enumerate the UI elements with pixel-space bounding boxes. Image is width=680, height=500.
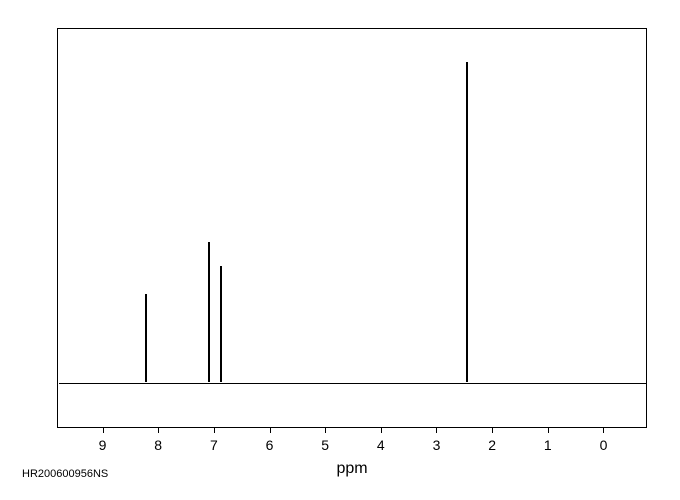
x-tick — [436, 427, 437, 433]
spectrum-peak — [220, 266, 222, 382]
x-tick-label: 3 — [433, 437, 441, 453]
x-tick — [603, 427, 604, 433]
x-tick — [214, 427, 215, 433]
nmr-chart-container: 9876543210 ppm HR200600956NS — [0, 0, 680, 500]
x-tick-label: 4 — [377, 437, 385, 453]
x-tick-label: 5 — [321, 437, 329, 453]
x-tick-label: 9 — [99, 437, 107, 453]
x-axis-label: ppm — [336, 460, 367, 478]
plot-area: 9876543210 — [57, 28, 647, 428]
baseline — [59, 383, 647, 384]
x-tick-label: 7 — [210, 437, 218, 453]
spectrum-peak — [466, 62, 468, 382]
x-tick — [548, 427, 549, 433]
x-tick — [270, 427, 271, 433]
x-tick-label: 6 — [266, 437, 274, 453]
x-tick-label: 2 — [488, 437, 496, 453]
x-tick — [158, 427, 159, 433]
x-tick — [325, 427, 326, 433]
spectrum-peak — [208, 242, 210, 382]
spectrum-peak — [145, 294, 147, 382]
x-tick — [103, 427, 104, 433]
x-tick — [492, 427, 493, 433]
x-tick-label: 1 — [544, 437, 552, 453]
x-tick-label: 0 — [600, 437, 608, 453]
x-tick — [381, 427, 382, 433]
x-tick-label: 8 — [154, 437, 162, 453]
footer-id-label: HR200600956NS — [22, 468, 108, 480]
